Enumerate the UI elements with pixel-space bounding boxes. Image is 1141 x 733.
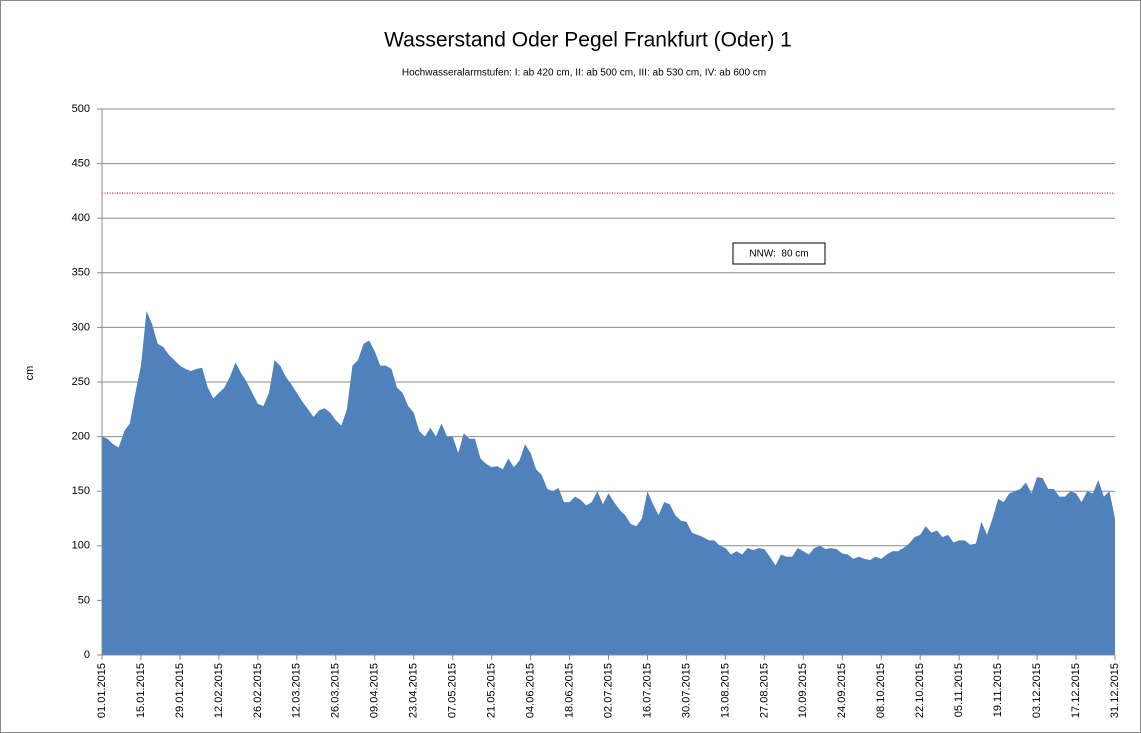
x-tick-label: 27.08.2015 [758, 663, 770, 718]
x-tick-label: 02.07.2015 [602, 663, 614, 718]
area [102, 311, 1115, 655]
x-tick-label: 15.01.2015 [135, 663, 147, 718]
x-tick-label: 12.03.2015 [291, 663, 303, 718]
x-tick-label: 17.12.2015 [1070, 663, 1082, 718]
x-tick-label: 08.10.2015 [875, 663, 887, 718]
y-axis-label: cm [24, 366, 36, 381]
y-tick-label: 200 [72, 431, 90, 443]
y-tick-label: 50 [78, 594, 90, 606]
y-tick-label: 500 [72, 103, 90, 115]
x-tick-label: 29.01.2015 [174, 663, 186, 718]
x-tick-label: 21.05.2015 [486, 663, 498, 718]
x-tick-label: 31.12.2015 [1109, 663, 1121, 718]
x-tick-label: 16.07.2015 [641, 663, 653, 718]
x-tick-label: 26.03.2015 [330, 663, 342, 718]
y-tick-label: 250 [72, 376, 90, 388]
x-tick-label: 26.02.2015 [252, 663, 264, 718]
x-tick-label: 22.10.2015 [914, 663, 926, 718]
y-tick-label: 100 [72, 540, 90, 552]
x-tick-label: 05.11.2015 [953, 663, 965, 717]
y-tick-label: 450 [72, 158, 90, 170]
x-tick-label: 12.02.2015 [213, 663, 225, 718]
y-tick-label: 350 [72, 267, 90, 279]
x-tick-label: 18.06.2015 [563, 663, 575, 718]
x-tick-label: 10.09.2015 [797, 663, 809, 718]
chart-title: Wasserstand Oder Pegel Frankfurt (Oder) … [384, 29, 792, 52]
y-tick-label: 400 [72, 212, 90, 224]
x-tick-label: 07.05.2015 [447, 663, 459, 718]
x-tick-label: 19.11.2015 [992, 663, 1004, 717]
y-tick-label: 0 [84, 649, 90, 661]
x-tick-label: 24.09.2015 [836, 663, 848, 718]
x-tick-label: 09.04.2015 [369, 663, 381, 718]
x-tick-label: 23.04.2015 [408, 663, 420, 718]
x-tick-label: 01.01.2015 [96, 663, 108, 718]
chart-subtitle: Hochwasseralarmstufen: I: ab 420 cm, II:… [402, 68, 766, 79]
x-tick-label: 13.08.2015 [719, 663, 731, 718]
y-tick-label: 150 [72, 485, 90, 497]
x-tick-label: 30.07.2015 [680, 663, 692, 718]
y-tick-label: 300 [72, 321, 90, 333]
x-tick-label: 04.06.2015 [524, 663, 536, 718]
annotation-box [732, 242, 826, 265]
x-tick-label: 03.12.2015 [1031, 663, 1043, 718]
annotation: NNW: 80 cm [749, 249, 808, 260]
